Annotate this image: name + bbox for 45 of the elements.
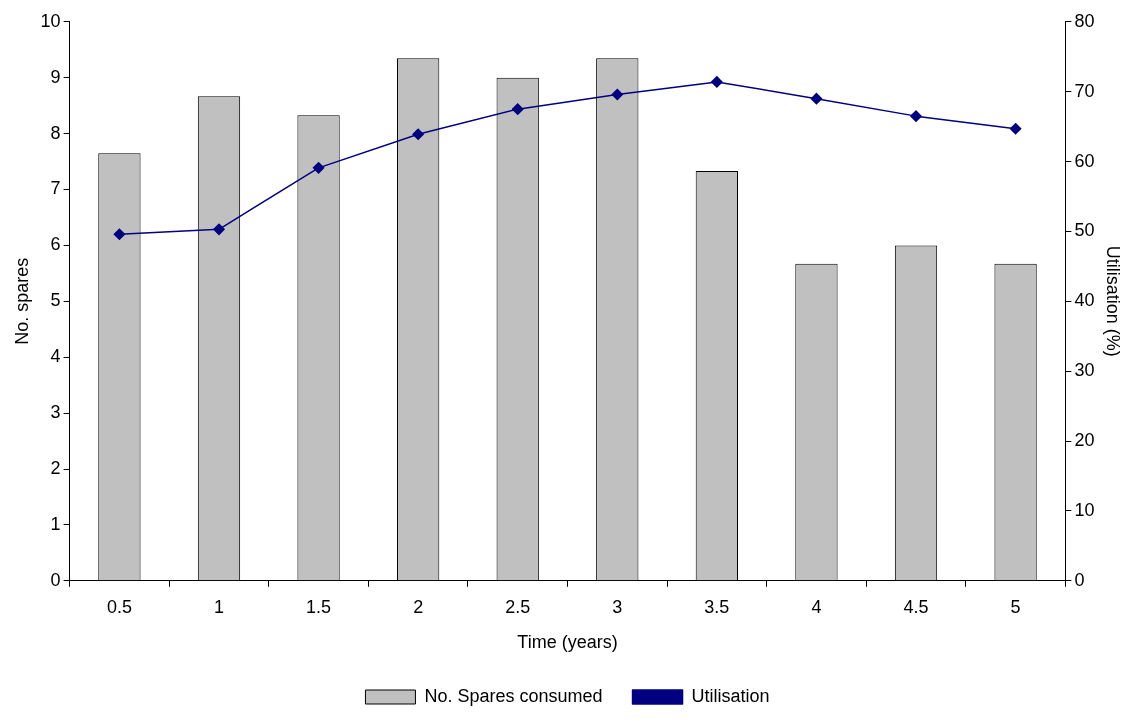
x-tick-label: 2.5	[505, 596, 531, 617]
x-tick-label: 2	[413, 596, 424, 617]
y-tick-label: 4	[50, 346, 61, 367]
y-tick-label: 3	[50, 402, 61, 423]
y-tick-label: 5	[50, 290, 61, 311]
point	[511, 103, 524, 115]
x-tick-label: 0.5	[106, 596, 132, 617]
y2-tick-label: 20	[1074, 430, 1095, 451]
point	[711, 76, 723, 88]
y-tick-label: 9	[50, 66, 61, 87]
point	[810, 92, 823, 105]
y2-tick-label: 60	[1074, 150, 1095, 171]
y2-axis-title: Utilisation (%)	[1103, 245, 1124, 357]
point	[611, 88, 624, 101]
x-tick-label: 4.5	[903, 596, 929, 617]
x-axis-title: Time (years)	[517, 632, 618, 653]
legend-label: No. Spares consumed	[424, 685, 603, 706]
point	[312, 162, 325, 174]
y2-tick-label: 30	[1074, 360, 1095, 381]
y-tick-label: 1	[50, 513, 61, 534]
point	[412, 128, 424, 141]
y-axis-title: No. spares	[11, 257, 32, 345]
legend-label: Utilisation	[691, 685, 770, 706]
y-tick-label: 10	[40, 10, 61, 31]
y2-tick-label: 40	[1074, 290, 1095, 311]
point	[1009, 122, 1022, 135]
y-tick-label: 6	[50, 234, 61, 255]
point	[910, 110, 922, 122]
y2-tick-label: 70	[1074, 80, 1095, 101]
x-tick-label: 3.5	[704, 596, 730, 617]
y2-tick-label: 10	[1074, 499, 1095, 520]
point	[213, 223, 225, 236]
x-tick-label: 5	[1010, 596, 1021, 617]
x-tick-label: 4	[811, 596, 822, 617]
y2-tick-label: 0	[1074, 569, 1085, 590]
y2-tick-label: 80	[1074, 10, 1095, 31]
x-tick-label: 3	[612, 596, 623, 617]
x-tick-label: 1.5	[306, 596, 332, 617]
x-tick-label: 1	[213, 596, 224, 617]
y-tick-label: 2	[50, 457, 61, 478]
y2-tick-label: 50	[1074, 220, 1095, 241]
y-tick-label: 0	[50, 569, 61, 590]
point	[113, 228, 126, 240]
y-tick-label: 8	[50, 122, 61, 143]
y-tick-label: 7	[50, 178, 61, 199]
